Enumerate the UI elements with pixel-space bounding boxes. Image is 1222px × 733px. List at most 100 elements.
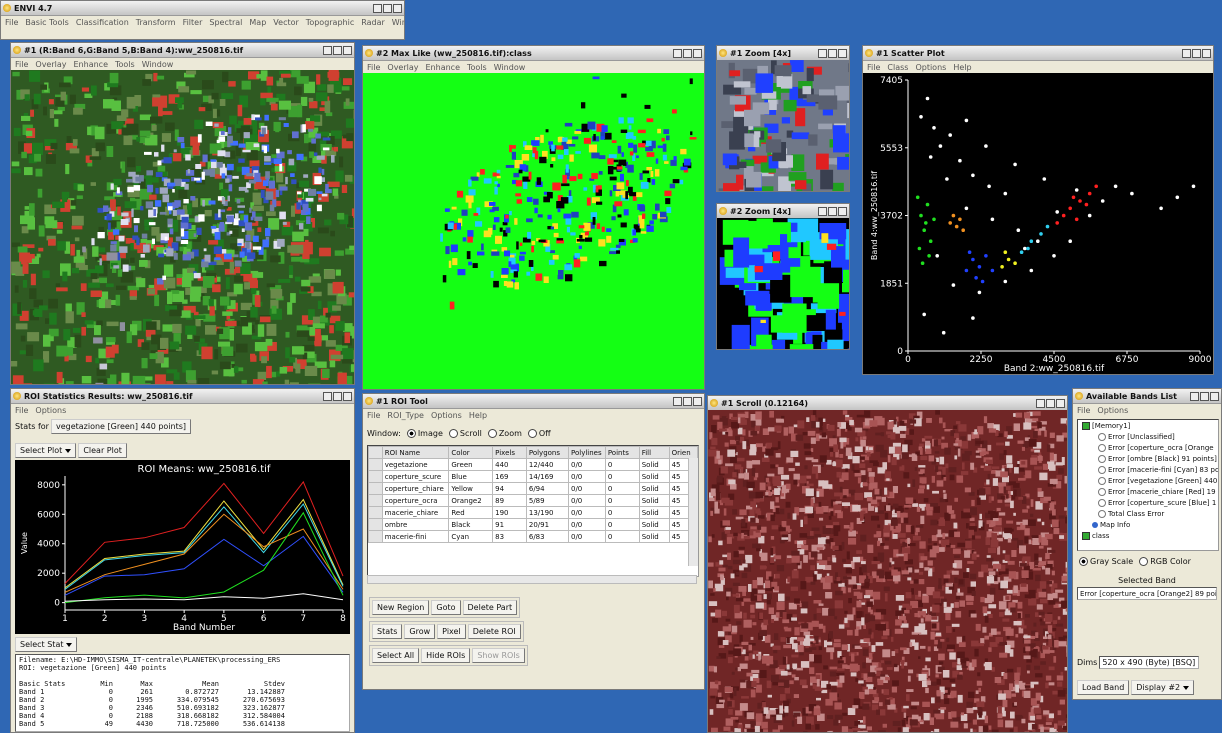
- minimize-button[interactable]: [673, 48, 682, 58]
- close-button[interactable]: [1056, 398, 1065, 408]
- band-button[interactable]: Display #2: [1131, 680, 1195, 695]
- maximize-button[interactable]: [828, 48, 837, 58]
- maximize-button[interactable]: [1200, 391, 1209, 401]
- maximize-button[interactable]: [333, 391, 342, 401]
- radio-button[interactable]: [1079, 557, 1088, 566]
- menu-item[interactable]: Topographic: [305, 18, 355, 27]
- tree-item[interactable]: Error [vegetazione [Green] 440: [1078, 475, 1218, 486]
- maximize-button[interactable]: [683, 396, 692, 406]
- tree-item[interactable]: Error [Unclassified]: [1078, 431, 1218, 442]
- menu-item[interactable]: Tools: [115, 60, 135, 69]
- minimize-button[interactable]: [1190, 391, 1199, 401]
- menu-item[interactable]: Enhance: [425, 63, 461, 72]
- menu-item[interactable]: Tools: [467, 63, 487, 72]
- menu-item[interactable]: Vector: [273, 18, 299, 27]
- menu-item[interactable]: Transform: [135, 18, 176, 27]
- radio-button[interactable]: [487, 429, 497, 438]
- close-button[interactable]: [393, 3, 402, 13]
- radio-label[interactable]: RGB Color: [1150, 557, 1191, 566]
- menu-item[interactable]: Radar: [361, 18, 385, 27]
- roi-button[interactable]: Pixel: [437, 624, 466, 639]
- roi-button[interactable]: Select All: [372, 648, 420, 663]
- menu-item[interactable]: Window: [391, 18, 404, 27]
- menu-item[interactable]: Basic Tools: [25, 18, 69, 27]
- roi-button[interactable]: Hide ROIs: [421, 648, 471, 663]
- roi-button[interactable]: Stats: [372, 624, 403, 639]
- roi-button[interactable]: New Region: [372, 600, 430, 615]
- roi-row[interactable]: macerie_chiare Red 190 13/190 0/0 0 Solid 45: [368, 506, 698, 519]
- plot-button[interactable]: Select Plot: [15, 443, 77, 458]
- close-button[interactable]: [1210, 391, 1219, 401]
- maximize-button[interactable]: [333, 45, 342, 55]
- minimize-button[interactable]: [818, 48, 827, 58]
- menu-item[interactable]: Help: [468, 411, 488, 420]
- roi-button[interactable]: Delete Part: [462, 600, 518, 615]
- menu-item[interactable]: Options: [1097, 406, 1129, 415]
- tree-item[interactable]: class: [1078, 530, 1218, 541]
- radio-button[interactable]: [527, 429, 537, 438]
- menu-item[interactable]: Options: [35, 406, 67, 415]
- menu-item[interactable]: Window: [493, 63, 526, 72]
- minimize-button[interactable]: [323, 45, 332, 55]
- radio-label[interactable]: Zoom: [498, 429, 522, 438]
- close-button[interactable]: [838, 206, 847, 216]
- maximize-button[interactable]: [828, 206, 837, 216]
- radio-button[interactable]: [406, 429, 416, 438]
- roi-button[interactable]: Delete ROI: [467, 624, 521, 639]
- tree-item[interactable]: Map Info: [1078, 519, 1218, 530]
- maximize-button[interactable]: [683, 48, 692, 58]
- menu-item[interactable]: Enhance: [73, 60, 109, 69]
- stats-for-dropdown[interactable]: vegetazione [Green] 440 points]: [50, 419, 192, 434]
- tree-item[interactable]: Error [coperture_ocra [Orange: [1078, 442, 1218, 453]
- tree-item[interactable]: Error [ombre [Black] 91 points]: [1078, 453, 1218, 464]
- roi-button[interactable]: Goto: [431, 600, 461, 615]
- tree-item[interactable]: Error [coperture_scure [Blue] 1: [1078, 497, 1218, 508]
- menu-item[interactable]: Options: [430, 411, 462, 420]
- roi-row[interactable]: coperture_chiare Yellow 94 6/94 0/0 0 Solid 45: [368, 482, 698, 495]
- menu-item[interactable]: File: [5, 18, 19, 27]
- minimize-button[interactable]: [673, 396, 682, 406]
- menu-item[interactable]: File: [15, 60, 29, 69]
- tree-item[interactable]: Error [macerie-fini [Cyan] 83 po: [1078, 464, 1218, 475]
- close-button[interactable]: [838, 48, 847, 58]
- menu-item[interactable]: File: [1077, 406, 1091, 415]
- menu-item[interactable]: ROI_Type: [387, 411, 424, 420]
- select-stat-button[interactable]: Select Stat: [15, 637, 78, 652]
- roi-row[interactable]: macerie-fini Cyan 83 6/83 0/0 0 Solid 45: [368, 530, 698, 543]
- band-button[interactable]: Load Band: [1077, 680, 1130, 695]
- menu-item[interactable]: File: [15, 406, 29, 415]
- maximize-button[interactable]: [1192, 48, 1201, 58]
- menu-item[interactable]: Overlay: [387, 63, 419, 72]
- radio-label[interactable]: Image: [417, 429, 443, 438]
- roi-row[interactable]: vegetazione Green 440 12/440 0/0 0 Solid 45: [368, 458, 698, 471]
- minimize-button[interactable]: [1036, 398, 1045, 408]
- maximize-button[interactable]: [383, 3, 392, 13]
- menu-item[interactable]: Map: [249, 18, 267, 27]
- close-button[interactable]: [343, 45, 352, 55]
- minimize-button[interactable]: [323, 391, 332, 401]
- tree-item[interactable]: Total Class Error: [1078, 508, 1218, 519]
- menu-item[interactable]: Filter: [182, 18, 203, 27]
- close-button[interactable]: [1202, 48, 1211, 58]
- close-button[interactable]: [343, 391, 352, 401]
- menu-item[interactable]: Options: [915, 63, 947, 72]
- radio-label[interactable]: Scroll: [459, 429, 482, 438]
- menu-item[interactable]: Classification: [75, 18, 129, 27]
- close-button[interactable]: [693, 48, 702, 58]
- plot-button[interactable]: Clear Plot: [78, 443, 127, 458]
- radio-button[interactable]: [1139, 557, 1149, 566]
- minimize-button[interactable]: [1182, 48, 1191, 58]
- tree-item[interactable]: Error [macerie_chiare [Red] 19: [1078, 486, 1218, 497]
- menu-item[interactable]: Spectral: [209, 18, 243, 27]
- radio-label[interactable]: Gray Scale: [1090, 557, 1134, 566]
- menu-item[interactable]: File: [867, 63, 881, 72]
- menu-item[interactable]: Help: [953, 63, 972, 72]
- menu-item[interactable]: Class: [887, 63, 909, 72]
- menu-item[interactable]: Window: [141, 60, 174, 69]
- menu-item[interactable]: Overlay: [35, 60, 67, 69]
- menu-item[interactable]: File: [367, 411, 381, 420]
- roi-row[interactable]: ombre Black 91 20/91 0/0 0 Solid 45: [368, 518, 698, 531]
- roi-row[interactable]: coperture_ocra Orange2 89 5/89 0/0 0 Solid 45: [368, 494, 698, 507]
- radio-label[interactable]: Off: [538, 429, 551, 438]
- minimize-button[interactable]: [818, 206, 827, 216]
